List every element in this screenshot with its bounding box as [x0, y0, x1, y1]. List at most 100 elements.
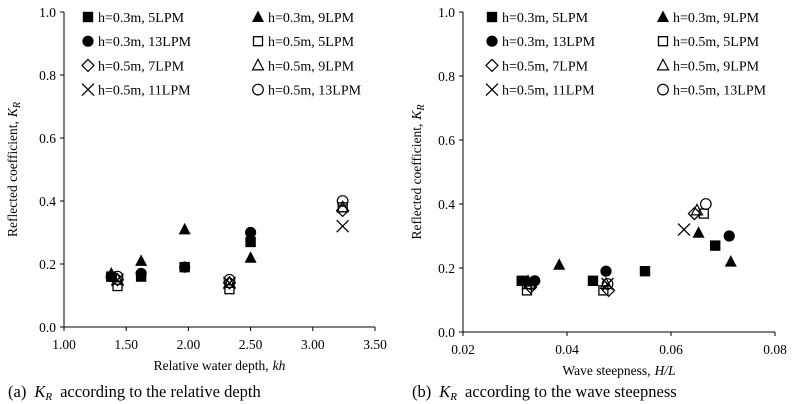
- series-h05_7: [110, 203, 350, 290]
- y-axis-label: Reflected coefficient, KR: [409, 104, 427, 239]
- data-point: [111, 270, 124, 283]
- series-h05_9: [523, 203, 704, 290]
- y-tick-label: 0.4: [438, 197, 455, 212]
- data-point: [336, 200, 350, 213]
- legend-label: h=0.5m, 9LPM: [268, 59, 355, 74]
- series-h05_5: [112, 202, 348, 295]
- data-point: [639, 266, 651, 277]
- x-axis-label-symbol: kh: [273, 358, 286, 373]
- y-axis-label-symbol: K: [409, 110, 424, 121]
- data-point: [601, 278, 614, 290]
- y-axis-label-text: Reflected coefficient,: [409, 124, 424, 240]
- data-point: [135, 254, 148, 266]
- x-tick-label: 1.00: [52, 337, 76, 352]
- legend-marker-h05_13: [657, 83, 669, 96]
- x-tick-label: 0.02: [451, 342, 475, 357]
- y-tick-label: 0.0: [438, 325, 455, 340]
- data-point: [336, 195, 349, 207]
- legend-label: h=0.5m, 13LPM: [673, 84, 767, 99]
- x-tick-label: 0.08: [763, 342, 787, 357]
- data-point: [699, 198, 712, 210]
- caption-symbol: K: [438, 382, 451, 401]
- legend-marker-h05_7: [485, 58, 499, 73]
- y-tick-label: 1.0: [438, 5, 455, 20]
- data-point: [245, 226, 257, 239]
- legend-label: h=0.3m, 5LPM: [502, 11, 589, 26]
- data-point: [600, 265, 612, 277]
- legend-marker-h05_7: [81, 58, 95, 73]
- series-h03_5: [516, 240, 721, 286]
- data-point: [110, 272, 125, 287]
- series-h05_13: [111, 195, 349, 286]
- data-point: [222, 275, 236, 288]
- legend-marker-h03_9: [252, 10, 264, 22]
- figure-caption: (b) KR according to the wave steepness: [412, 382, 677, 403]
- data-point: [710, 240, 721, 251]
- y-tick-label: 0.8: [39, 68, 56, 83]
- x-axis-label: Wave steepness, H/L: [562, 363, 675, 378]
- x-tick-label: 0.04: [555, 342, 579, 357]
- caption-subscript: R: [449, 391, 457, 403]
- caption-symbol: K: [33, 382, 46, 401]
- series-h03_5: [106, 236, 256, 282]
- data-point: [223, 273, 236, 286]
- y-tick-label: 0.6: [39, 131, 56, 146]
- legend-label: h=0.5m, 13LPM: [268, 84, 362, 99]
- caption-prefix: (b): [412, 382, 431, 401]
- legend-label: h=0.3m, 5LPM: [98, 11, 185, 26]
- series-h03_13: [529, 230, 735, 287]
- data-point: [245, 236, 256, 248]
- legend-label: h=0.5m, 11LPM: [502, 84, 595, 99]
- y-tick-label: 0.2: [438, 261, 455, 276]
- data-point: [135, 267, 147, 280]
- data-point: [178, 222, 191, 235]
- legend-label: h=0.3m, 9LPM: [268, 11, 355, 26]
- y-tick-label: 0.2: [39, 257, 56, 272]
- legend-marker-h05_5: [252, 36, 264, 47]
- data-point: [111, 273, 124, 287]
- legend: h=0.3m, 5LPM h=0.3m, 9LPM h=0.3m, 13LPM h=0…: [485, 10, 767, 99]
- legend-marker-h05_13: [252, 83, 264, 96]
- legend-label: h=0.5m, 7LPM: [502, 59, 589, 74]
- data-point: [222, 276, 236, 290]
- x-axis-label-text: Wave steepness,: [562, 363, 650, 378]
- x-tick-label: 2.50: [239, 337, 263, 352]
- data-point: [524, 278, 537, 290]
- data-point: [677, 223, 691, 237]
- legend-marker-h03_9: [657, 10, 669, 22]
- data-point: [244, 251, 257, 263]
- x-axis-label-text: Relative water depth,: [154, 358, 269, 373]
- legend-label: h=0.5m, 11LPM: [98, 84, 191, 99]
- caption-text: according to the wave steepness: [465, 382, 677, 401]
- data-point: [336, 219, 350, 233]
- legend-marker-h03_13: [486, 35, 498, 47]
- series-h03_9: [522, 226, 737, 286]
- legend-label: h=0.3m, 13LPM: [502, 35, 596, 50]
- y-tick-label: 0.4: [39, 194, 56, 209]
- legend-marker-h03_5: [486, 11, 498, 23]
- series-h05_5: [521, 208, 709, 296]
- y-tick-label: 0.8: [438, 69, 455, 84]
- chart-panel-b: 0.0 0.2 0.4 0.6 0.8 1.0 0.02 0.04 0.06 0.08 Reflec…: [409, 5, 787, 403]
- y-tick-label: 0.0: [39, 320, 56, 335]
- caption-prefix: (a): [8, 382, 26, 401]
- series-h05_13: [524, 198, 712, 290]
- data-point: [690, 203, 704, 216]
- caption-subscript: R: [44, 391, 52, 403]
- x-tick-label: 3.00: [301, 337, 325, 352]
- legend-marker-h03_5: [82, 11, 94, 23]
- legend-marker-h05_11: [485, 83, 499, 97]
- legend-marker-h05_9: [251, 58, 265, 71]
- x-tick-label: 3.50: [363, 337, 387, 352]
- series-h05_9: [111, 200, 350, 288]
- y-axis-label-symbol: K: [5, 107, 20, 118]
- series-h05_11: [111, 219, 350, 290]
- data-point: [692, 226, 705, 238]
- legend-label: h=0.5m, 5LPM: [268, 35, 355, 50]
- data-point: [587, 275, 599, 286]
- data-point: [521, 277, 535, 291]
- legend-label: h=0.3m, 9LPM: [673, 11, 760, 26]
- legend-label: h=0.5m, 7LPM: [98, 59, 185, 74]
- data-point: [724, 255, 737, 267]
